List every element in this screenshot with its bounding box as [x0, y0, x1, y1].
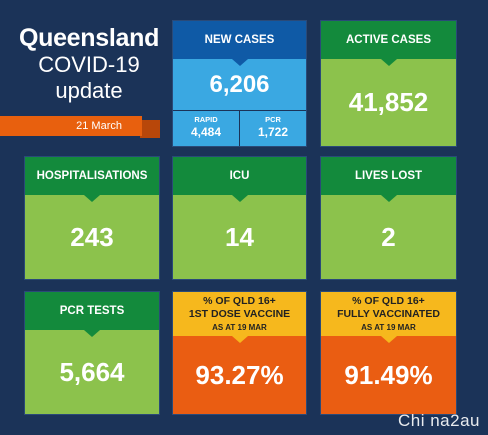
- first-dose-label-2: 1ST DOSE VACCINE: [188, 307, 291, 320]
- title-line-3: update: [55, 78, 123, 103]
- ribbon-fold: [140, 120, 160, 138]
- active-cases-header: ACTIVE CASES: [321, 21, 456, 66]
- rapid-label: RAPID: [194, 115, 218, 124]
- date-ribbon: 21 March: [0, 116, 142, 136]
- icu-header: ICU: [173, 157, 306, 202]
- first-dose-label-1: % OF QLD 16+: [203, 294, 276, 307]
- title-line-1: Queensland: [18, 24, 160, 52]
- lives-lost-card: LIVES LOST 2: [320, 156, 457, 280]
- pcr-cell: PCR 1,722: [239, 111, 306, 146]
- rapid-cell: RAPID 4,484: [173, 111, 239, 146]
- new-cases-breakdown: RAPID 4,484 PCR 1,722: [173, 110, 306, 146]
- first-dose-header: % OF QLD 16+ 1ST DOSE VACCINE AS AT 19 M…: [173, 292, 306, 343]
- hospitalisations-header: HOSPITALISATIONS: [25, 157, 159, 202]
- title-line-2: COVID-19: [38, 52, 140, 77]
- fully-vaccinated-value: 91.49%: [321, 336, 456, 414]
- fully-vaccinated-card: % OF QLD 16+ FULLY VACCINATED AS AT 19 M…: [320, 291, 457, 415]
- fully-vaccinated-header: % OF QLD 16+ FULLY VACCINATED AS AT 19 M…: [321, 292, 456, 343]
- new-cases-card: NEW CASES 6,206 RAPID 4,484 PCR 1,722: [172, 20, 307, 147]
- pcr-label: PCR: [265, 115, 281, 124]
- active-cases-value: 41,852: [321, 59, 456, 146]
- first-dose-value: 93.27%: [173, 336, 306, 414]
- lives-lost-header: LIVES LOST: [321, 157, 456, 202]
- fully-vaccinated-date: AS AT 19 MAR: [361, 322, 416, 332]
- pcr-tests-header: PCR TESTS: [25, 292, 159, 337]
- icu-value: 14: [173, 195, 306, 279]
- hospitalisations-value: 243: [25, 195, 159, 279]
- hospitalisations-card: HOSPITALISATIONS 243: [24, 156, 160, 280]
- fully-vaccinated-label-1: % OF QLD 16+: [352, 294, 425, 307]
- new-cases-value: 6,206: [173, 59, 306, 110]
- new-cases-header: NEW CASES: [173, 21, 306, 66]
- icu-card: ICU 14: [172, 156, 307, 280]
- pcr-tests-value: 5,664: [25, 330, 159, 414]
- fully-vaccinated-label-2: FULLY VACCINATED: [337, 307, 440, 320]
- lives-lost-value: 2: [321, 195, 456, 279]
- first-dose-card: % OF QLD 16+ 1ST DOSE VACCINE AS AT 19 M…: [172, 291, 307, 415]
- pcr-value: 1,722: [257, 125, 289, 139]
- active-cases-card: ACTIVE CASES 41,852: [320, 20, 457, 147]
- rapid-value: 4,484: [190, 125, 222, 139]
- watermark: Chi na2au: [397, 411, 480, 430]
- page-title: Queensland COVID-19 update: [14, 24, 164, 104]
- first-dose-date: AS AT 19 MAR: [212, 322, 267, 332]
- pcr-tests-card: PCR TESTS 5,664: [24, 291, 160, 415]
- date-label: 21 March: [76, 120, 122, 132]
